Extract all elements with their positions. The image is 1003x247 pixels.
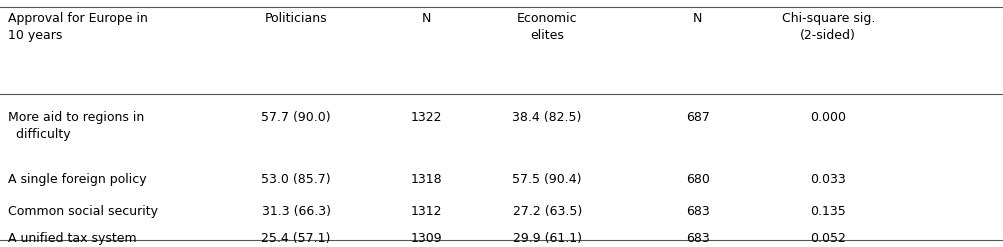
Text: 0.052: 0.052: [809, 232, 846, 245]
Text: 1322: 1322: [410, 111, 442, 124]
Text: 27.2 (63.5): 27.2 (63.5): [513, 205, 581, 218]
Text: A single foreign policy: A single foreign policy: [8, 173, 146, 186]
Text: 0.000: 0.000: [809, 111, 846, 124]
Text: 57.5 (90.4): 57.5 (90.4): [512, 173, 582, 186]
Text: 0.135: 0.135: [809, 205, 846, 218]
Text: Politicians: Politicians: [265, 12, 327, 25]
Text: N: N: [692, 12, 702, 25]
Text: A unified tax system: A unified tax system: [8, 232, 136, 245]
Text: Economic
elites: Economic elites: [517, 12, 577, 42]
Text: 1309: 1309: [410, 232, 442, 245]
Text: 31.3 (66.3): 31.3 (66.3): [262, 205, 330, 218]
Text: 1312: 1312: [410, 205, 442, 218]
Text: 29.9 (61.1): 29.9 (61.1): [513, 232, 581, 245]
Text: 683: 683: [685, 205, 709, 218]
Text: Chi-square sig.
(2-sided): Chi-square sig. (2-sided): [780, 12, 875, 42]
Text: 25.4 (57.1): 25.4 (57.1): [261, 232, 331, 245]
Text: Common social security: Common social security: [8, 205, 157, 218]
Text: More aid to regions in
  difficulty: More aid to regions in difficulty: [8, 111, 144, 141]
Text: 38.4 (82.5): 38.4 (82.5): [512, 111, 582, 124]
Text: 0.033: 0.033: [809, 173, 846, 186]
Text: 53.0 (85.7): 53.0 (85.7): [261, 173, 331, 186]
Text: 687: 687: [685, 111, 709, 124]
Text: 683: 683: [685, 232, 709, 245]
Text: 1318: 1318: [410, 173, 442, 186]
Text: 57.7 (90.0): 57.7 (90.0): [261, 111, 331, 124]
Text: N: N: [421, 12, 431, 25]
Text: Approval for Europe in
10 years: Approval for Europe in 10 years: [8, 12, 147, 42]
Text: 680: 680: [685, 173, 709, 186]
